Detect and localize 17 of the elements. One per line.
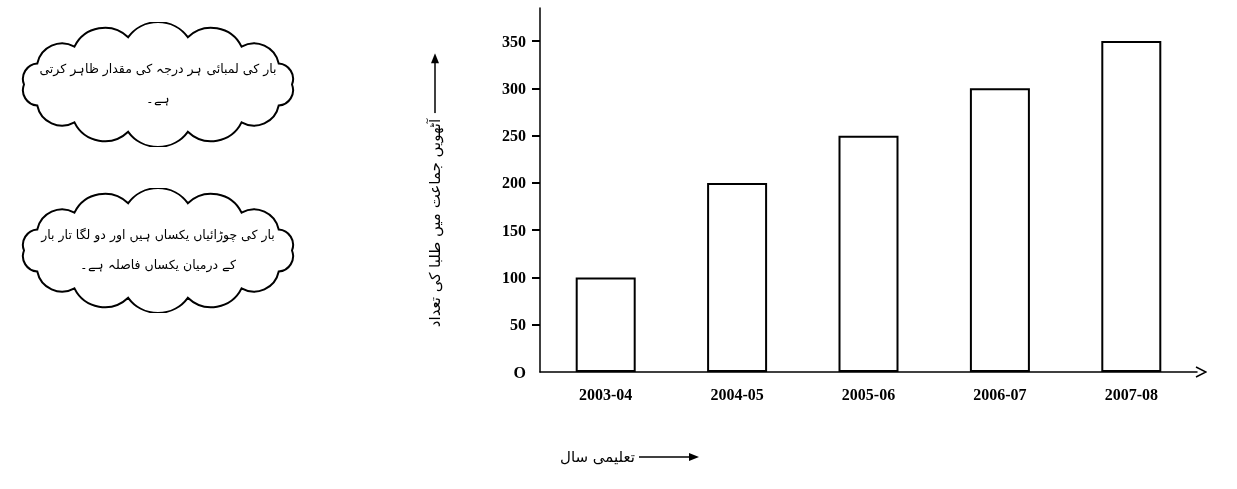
- x-tick-label: 2006-07: [973, 385, 1027, 403]
- x-tick-label: 2003-04: [579, 385, 633, 403]
- x-axis-title: تعلیمی سال: [560, 448, 635, 466]
- y-tick-label: 100: [502, 268, 526, 286]
- y-tick-label: 50: [510, 316, 526, 334]
- x-tick-label: 2005-06: [841, 385, 896, 403]
- text: بار کی چوڑائیاں یکساں ہیں اور دو لگا تار بار کے درمیان یکساں فاصلہ ہے۔: [41, 227, 275, 272]
- y-tick-label: 300: [502, 79, 526, 97]
- text: بار کی لمبائی ہر درجہ کی مقدار ظاہر کرتی ہے۔: [39, 61, 277, 106]
- y-tick-label: 250: [502, 127, 526, 145]
- y-tick-label: 200: [502, 174, 526, 192]
- x-tick-label: 2007-08: [1104, 385, 1158, 403]
- x-tick-label: 2004-05: [710, 385, 764, 403]
- y-tick-label: O: [513, 363, 526, 381]
- y-tick-label: 150: [502, 221, 526, 239]
- y-axis-title: آٹھویں جماعت میں طلبا کی تعداد: [426, 118, 444, 328]
- y-tick-label: 350: [502, 32, 526, 50]
